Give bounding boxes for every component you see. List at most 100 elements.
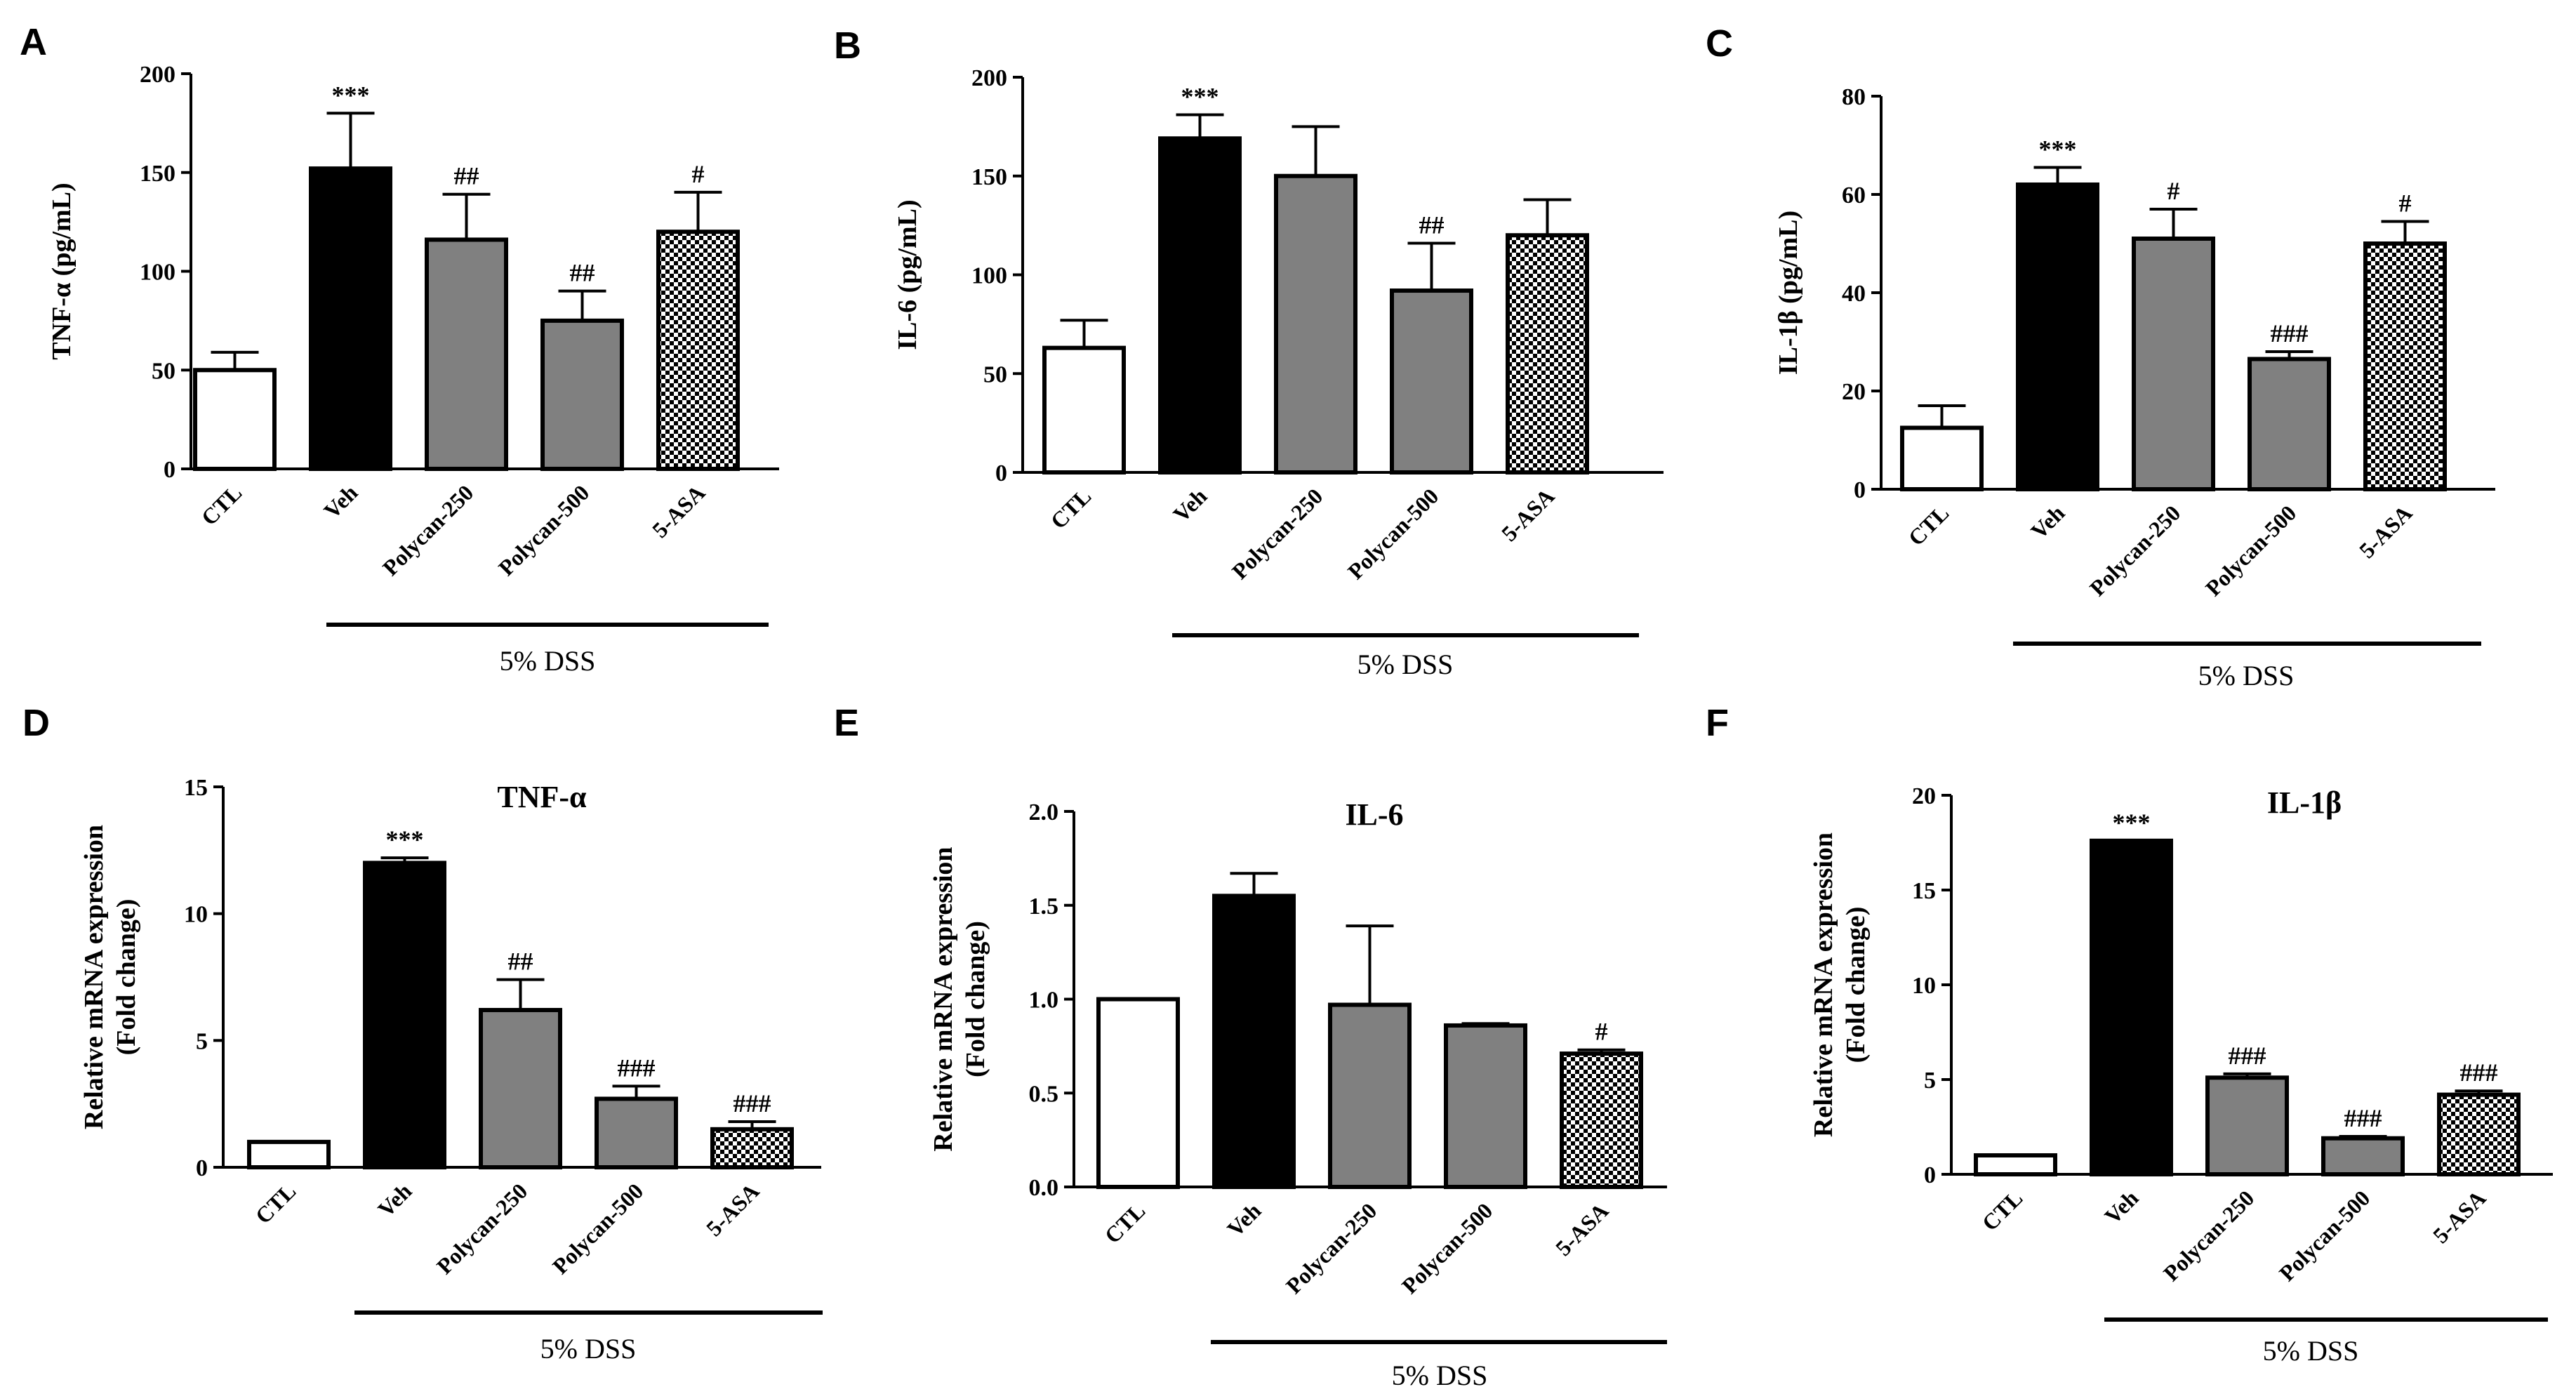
bar-polycan-250 <box>2132 237 2215 491</box>
y-tick-label: 0 <box>164 457 175 483</box>
group-label: 5% DSS <box>1357 649 1454 680</box>
x-tick-label: Veh <box>319 479 362 523</box>
x-tick-label: Polycan-500 <box>2274 1185 2375 1286</box>
y-axis-label-line: (Fold change) <box>1841 907 1871 1063</box>
y-tick-label: 0 <box>995 460 1007 486</box>
significance-label: *** <box>2113 809 2151 837</box>
y-tick-label: 150 <box>971 164 1007 190</box>
y-tick-label: 80 <box>1842 84 1866 110</box>
panel-letter: D <box>22 702 50 744</box>
significance-label: ## <box>508 948 533 976</box>
bar-ctl <box>1974 1153 2057 1176</box>
y-tick-label: 0.5 <box>1029 1081 1059 1107</box>
significance-label: *** <box>332 81 370 109</box>
bar-5-asa <box>656 230 740 471</box>
x-tick-label: Polycan-250 <box>2158 1185 2259 1286</box>
panel-letter: A <box>20 21 47 63</box>
panel-c: C 0 20 40 60 80 IL-1β (pg/mL) CTL *** Veh # Polycan… <box>1706 22 2495 691</box>
x-tick-label: 5-ASA <box>647 479 710 543</box>
bar-veh <box>2016 182 2099 491</box>
y-tick-label: 10 <box>1912 973 1936 999</box>
y-axis-label: Relative mRNA expression (Fold change) <box>1809 832 1871 1137</box>
significance-label: ### <box>2460 1058 2498 1087</box>
bar-veh <box>309 166 392 471</box>
bar-polycan-250 <box>1328 1002 1412 1190</box>
y-axis-label-line: Relative mRNA expression <box>929 847 958 1151</box>
significance-label: ### <box>2229 1042 2266 1070</box>
significance-label: *** <box>2039 135 2077 164</box>
y-tick-label: 0 <box>1924 1162 1936 1188</box>
y-tick-label: 40 <box>1842 281 1866 307</box>
bar-polycan-500 <box>595 1096 678 1169</box>
bar-polycan-250 <box>1274 173 1357 474</box>
y-tick-label: 50 <box>152 358 175 384</box>
bar-polycan-250 <box>2205 1075 2289 1177</box>
x-tick-label: CTL <box>1045 483 1096 533</box>
y-tick-label: 20 <box>1912 783 1936 809</box>
y-axis-label-line: TNF-α (pg/mL) <box>47 182 77 359</box>
bar-polycan-500 <box>540 318 624 471</box>
x-tick-label: Veh <box>373 1178 416 1221</box>
x-tick-label: 5-ASA <box>2428 1185 2491 1248</box>
x-tick-label: Polycan-250 <box>1227 483 1328 584</box>
panel-d: D 0 5 10 15 Relative mRNA expression (Fold cha… <box>22 702 823 1365</box>
y-axis-label-line: (Fold change) <box>961 921 990 1077</box>
x-tick-label: CTL <box>1099 1197 1150 1248</box>
y-axis-label-line: (Fold change) <box>112 899 141 1056</box>
y-tick-label: 200 <box>971 65 1007 91</box>
y-tick-label: 2.0 <box>1029 799 1059 825</box>
bar-5-asa <box>2363 241 2447 491</box>
significance-label: # <box>692 160 705 188</box>
y-tick-label: 5 <box>196 1028 208 1054</box>
y-tick-label: 100 <box>140 260 175 286</box>
significance-label: *** <box>386 825 424 854</box>
bar-ctl <box>247 1139 331 1170</box>
x-tick-label: 5-ASA <box>1496 483 1560 546</box>
y-axis-label: TNF-α (pg/mL) <box>47 182 77 359</box>
x-tick-label: CTL <box>1977 1185 2027 1235</box>
x-tick-label: Polycan-250 <box>432 1178 533 1279</box>
bar-polycan-500 <box>1444 1023 1527 1189</box>
bar-veh <box>2090 838 2173 1177</box>
group-label: 5% DSS <box>500 645 596 677</box>
significance-label: ## <box>454 162 479 190</box>
significance-label: ### <box>2344 1104 2382 1132</box>
x-tick-label: Polycan-500 <box>1343 483 1444 584</box>
x-tick-label: Polycan-500 <box>547 1178 649 1279</box>
x-tick-label: Veh <box>2026 500 2069 543</box>
x-tick-label: Polycan-250 <box>1281 1197 1382 1299</box>
significance-label: ## <box>1419 211 1445 239</box>
significance-label: ### <box>733 1089 771 1117</box>
y-tick-label: 200 <box>140 62 175 88</box>
significance-label: *** <box>1181 82 1219 110</box>
x-tick-label: Veh <box>1168 483 1211 526</box>
bar-polycan-250 <box>425 237 508 471</box>
bar-veh <box>1212 894 1296 1189</box>
group-label: 5% DSS <box>2198 660 2295 691</box>
y-axis-label-line: Relative mRNA expression <box>1809 832 1838 1137</box>
significance-label: ## <box>570 259 595 287</box>
y-tick-label: 1.5 <box>1029 894 1059 920</box>
panel-e: E 0.0 0.5 1.0 1.5 2.0 Relative mRNA expression… <box>834 702 1667 1391</box>
y-tick-label: 15 <box>184 775 208 801</box>
y-tick-label: 0.0 <box>1029 1175 1059 1201</box>
x-tick-label: Veh <box>2099 1185 2143 1228</box>
x-tick-label: CTL <box>250 1178 300 1228</box>
y-axis-label-line: IL-6 (pg/mL) <box>893 199 922 350</box>
chart-title: TNF-α <box>497 780 587 814</box>
x-tick-label: Polycan-250 <box>2085 500 2186 601</box>
bar-veh <box>363 861 446 1170</box>
x-tick-label: Veh <box>1222 1197 1266 1241</box>
x-tick-label: Polycan-500 <box>493 479 595 580</box>
x-tick-label: 5-ASA <box>1551 1197 1614 1261</box>
bar-ctl <box>1042 345 1126 474</box>
x-tick-label: 5-ASA <box>2354 500 2417 563</box>
panel-letter: F <box>1706 702 1729 744</box>
y-axis-label: IL-6 (pg/mL) <box>893 199 922 350</box>
bar-polycan-500 <box>1390 288 1473 474</box>
y-tick-label: 50 <box>983 361 1007 387</box>
bar-ctl <box>193 368 277 471</box>
bar-polycan-250 <box>479 1007 562 1170</box>
significance-label: # <box>1595 1018 1608 1046</box>
